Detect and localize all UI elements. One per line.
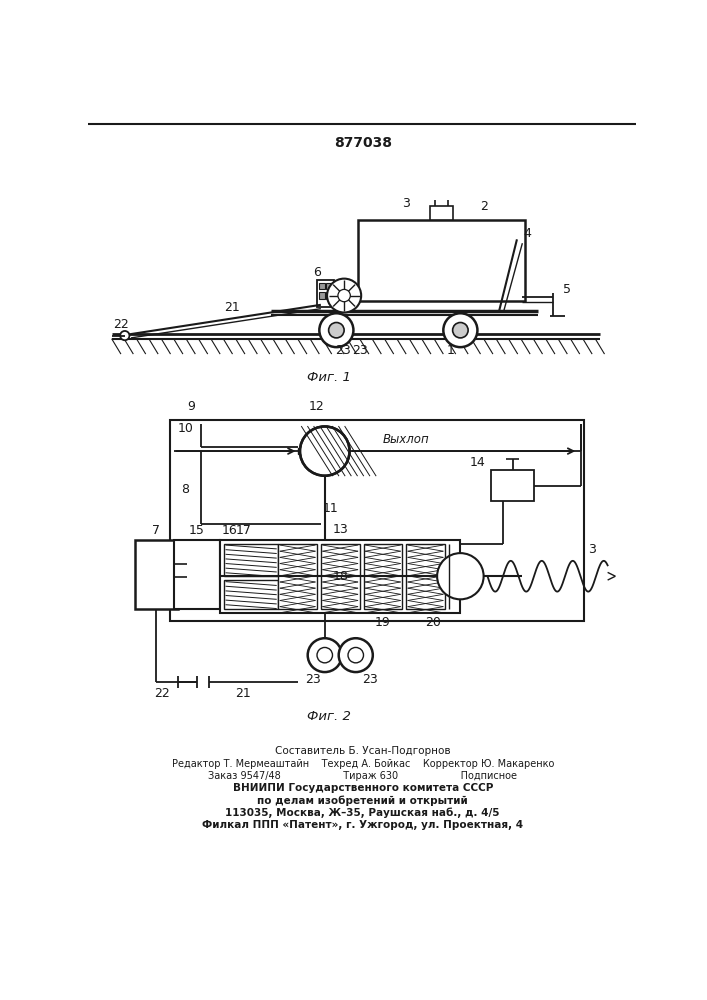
Text: 13: 13: [332, 523, 348, 536]
Text: 2: 2: [479, 200, 488, 213]
Circle shape: [300, 426, 349, 476]
Text: 16: 16: [221, 524, 238, 537]
Circle shape: [327, 279, 361, 312]
Text: Филкал ППП «Патент», г. Ужгород, ул. Проектная, 4: Филкал ППП «Патент», г. Ужгород, ул. Про…: [202, 820, 523, 830]
Text: 877038: 877038: [334, 136, 392, 150]
Text: 18: 18: [332, 570, 348, 583]
Circle shape: [329, 323, 344, 338]
Text: Выхлоп: Выхлоп: [382, 433, 429, 446]
Bar: [174, 540, 220, 609]
Bar: [363, 544, 402, 609]
Text: 3: 3: [588, 543, 596, 556]
Text: 21: 21: [235, 687, 251, 700]
Bar: [327, 292, 332, 299]
Text: 9: 9: [187, 400, 195, 413]
Circle shape: [452, 323, 468, 338]
Circle shape: [120, 331, 129, 340]
Circle shape: [437, 553, 484, 599]
Text: 22: 22: [113, 318, 129, 331]
Text: 12: 12: [309, 400, 325, 413]
Bar: [224, 580, 279, 609]
Text: 23: 23: [305, 673, 321, 686]
Text: Фиг. 1: Фиг. 1: [307, 371, 351, 384]
Text: 17: 17: [235, 524, 251, 537]
Text: 14: 14: [469, 456, 485, 469]
Text: 19: 19: [375, 616, 391, 629]
Circle shape: [320, 313, 354, 347]
Bar: [279, 544, 317, 609]
Text: 22: 22: [154, 687, 170, 700]
Text: 23: 23: [352, 344, 368, 358]
Bar: [319, 292, 325, 299]
Text: 21: 21: [224, 301, 240, 314]
Text: 3: 3: [402, 197, 410, 210]
Bar: [406, 544, 445, 609]
Circle shape: [338, 289, 351, 302]
Text: 5: 5: [563, 283, 571, 296]
Text: 10: 10: [177, 422, 193, 434]
Text: Редактор Т. Мермеаштайн    Техред А. Бойкас    Корректор Ю. Макаренко: Редактор Т. Мермеаштайн Техред А. Бойкас…: [172, 759, 554, 769]
Text: 4: 4: [523, 227, 531, 240]
Bar: [220, 540, 460, 613]
Bar: [177, 572, 187, 581]
Bar: [170, 420, 585, 620]
Text: 23: 23: [362, 673, 378, 686]
Text: 8: 8: [181, 483, 189, 496]
Text: 11: 11: [323, 502, 339, 515]
Text: по делам изобретений и открытий: по делам изобретений и открытий: [257, 795, 468, 806]
Bar: [319, 283, 325, 289]
Text: 15: 15: [189, 524, 205, 537]
Bar: [317, 280, 334, 307]
Text: 23: 23: [334, 344, 351, 358]
Bar: [224, 544, 279, 576]
Text: Заказ 9547/48                    Тираж 630                    Подписное: Заказ 9547/48 Тираж 630 Подписное: [209, 771, 518, 781]
Bar: [321, 544, 360, 609]
Bar: [298, 448, 306, 454]
Circle shape: [443, 313, 477, 347]
Bar: [177, 559, 187, 568]
Circle shape: [308, 638, 341, 672]
Text: 20: 20: [426, 616, 441, 629]
Circle shape: [339, 638, 373, 672]
Bar: [358, 220, 525, 301]
Text: 7: 7: [152, 524, 160, 537]
Bar: [135, 540, 177, 609]
Bar: [430, 206, 453, 220]
Text: 6: 6: [313, 266, 321, 279]
Text: 1: 1: [447, 344, 455, 358]
Text: 113035, Москва, Ж–35, Раушская наб., д. 4/5: 113035, Москва, Ж–35, Раушская наб., д. …: [226, 808, 500, 818]
Text: ВНИИПИ Государственного комитета СССР: ВНИИПИ Государственного комитета СССР: [233, 783, 493, 793]
Text: Составитель Б. Усан-Подгорнов: Составитель Б. Усан-Подгорнов: [275, 746, 450, 756]
Bar: [491, 470, 534, 501]
Bar: [327, 283, 332, 289]
Text: Фиг. 2: Фиг. 2: [307, 710, 351, 723]
